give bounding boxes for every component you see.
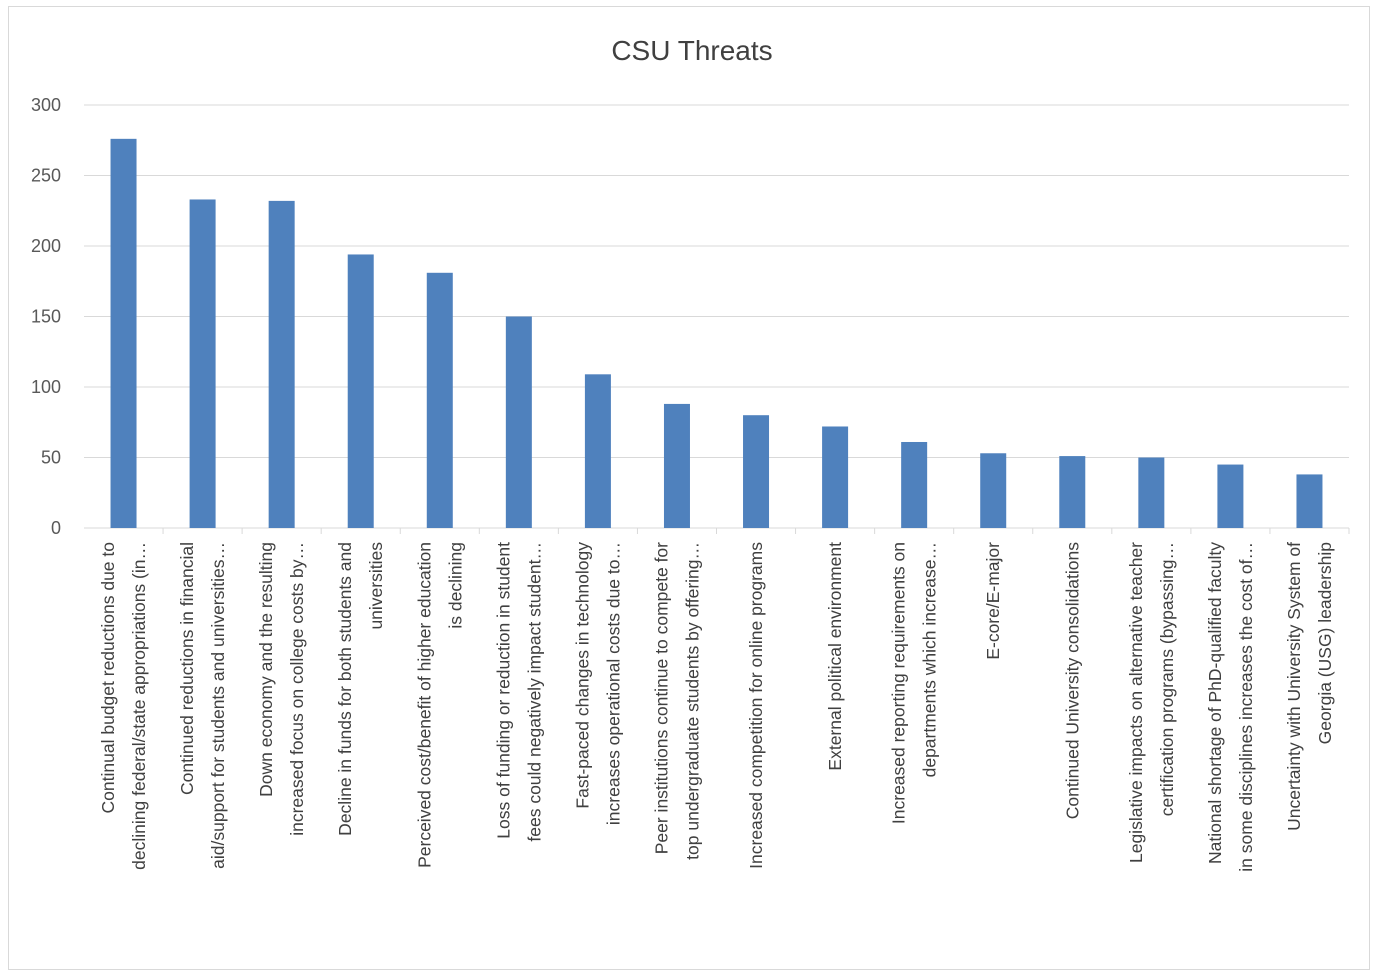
x-tick-label-line: Continued University consolidations	[1062, 542, 1082, 819]
x-tick-label: Perceived cost/benefit of higher educati…	[414, 542, 465, 868]
bar	[901, 441, 928, 528]
bar	[1059, 456, 1086, 528]
bar	[980, 453, 1007, 528]
x-tick-label-line: fees could negatively impact student…	[524, 542, 544, 842]
x-tick-label-line: departments which increase…	[920, 542, 940, 777]
x-tick-label: National shortage of PhD-qualified facul…	[1205, 542, 1256, 872]
x-tick-label-line: in some disciplines increases the cost o…	[1236, 542, 1256, 872]
bar	[743, 415, 770, 528]
x-tick-label: Continual budget reductions due to declin…	[98, 542, 149, 870]
x-tick-label: Uncertainty with University System of Geo…	[1284, 542, 1335, 831]
x-tick-label: Fast-paced changes in technology increase…	[572, 542, 623, 825]
x-tick-label-line: Fast-paced changes in technology	[572, 542, 592, 809]
x-tick-label-line: Uncertainty with University System of	[1284, 542, 1304, 831]
x-tick-label-line: Georgia (USG) leadership	[1315, 542, 1335, 744]
x-tick-label-line: Continual budget reductions due to	[98, 542, 118, 813]
x-tick-label-line: declining federal/state appropriations (…	[129, 542, 149, 870]
x-tick-label-line: certification programs (bypassing…	[1157, 542, 1177, 816]
bar	[426, 272, 453, 528]
bar	[1138, 457, 1165, 528]
x-tick-label-line: Increased reporting requirements on	[889, 542, 909, 824]
x-tick-label: Continued University consolidations	[1062, 542, 1082, 819]
y-tick-label: 250	[31, 166, 61, 186]
x-tick-label-line: increases operational costs due to…	[603, 542, 623, 825]
bar	[1217, 464, 1244, 528]
x-axis-labels: Continual budget reductions due to declin…	[98, 542, 1335, 872]
y-tick-label: 50	[41, 448, 61, 468]
gridlines	[84, 104, 1350, 534]
bar	[268, 200, 295, 528]
x-tick-label: Loss of funding or reduction in student f…	[493, 542, 544, 842]
x-tick-label-line: Increased competition for online program…	[746, 542, 766, 869]
y-tick-label: 0	[51, 518, 61, 538]
x-tick-label: Increased competition for online program…	[746, 542, 766, 869]
x-tick-label-line: universities	[366, 542, 386, 630]
bar	[347, 254, 374, 528]
bar	[663, 403, 690, 528]
chart-title: CSU Threats	[611, 35, 772, 66]
x-tick-label: Decline in funds for both students and un…	[335, 542, 386, 836]
y-tick-label: 150	[31, 307, 61, 327]
bar	[505, 316, 532, 528]
x-tick-label: Continued reductions in financial aid/sup…	[177, 542, 228, 869]
x-tick-label-line: Peer institutions continue to compete fo…	[651, 542, 671, 854]
bars	[110, 138, 1323, 528]
x-tick-label: Legislative impacts on alternative teach…	[1126, 542, 1177, 863]
x-tick-label: E-core/E-major	[983, 542, 1003, 660]
x-tick-label-line: increased focus on college costs by…	[287, 542, 307, 836]
x-tick-label-line: Down economy and the resulting	[256, 542, 276, 797]
x-tick-label: Peer institutions continue to compete fo…	[651, 542, 702, 860]
x-tick-label-line: External political environment	[825, 542, 845, 771]
x-tick-label-line: Loss of funding or reduction in student	[493, 542, 513, 839]
x-tick-label-line: top undergraduate students by offering…	[682, 542, 702, 860]
y-tick-label: 100	[31, 377, 61, 397]
x-tick-label: External political environment	[825, 542, 845, 771]
x-tick-label: Increased reporting requirements on depar…	[889, 542, 940, 824]
y-tick-label: 300	[31, 95, 61, 115]
x-tick-label-line: is declining	[445, 542, 465, 629]
x-tick-label-line: Legislative impacts on alternative teach…	[1126, 542, 1146, 863]
bar	[1296, 474, 1323, 528]
y-axis-ticks: 0 50 100 150 200 250 300	[31, 95, 61, 538]
x-tick-label-line: Decline in funds for both students and	[335, 542, 355, 836]
bar	[822, 426, 849, 528]
bar	[110, 138, 137, 528]
bar	[189, 199, 216, 528]
bar	[584, 374, 611, 528]
x-tick-label: Down economy and the resulting increased …	[256, 542, 307, 836]
x-tick-label-line: Continued reductions in financial	[177, 542, 197, 795]
x-tick-label-line: E-core/E-major	[983, 542, 1003, 660]
x-tick-label-line: aid/support for students and universitie…	[208, 542, 228, 869]
x-tick-label-line: Perceived cost/benefit of higher educati…	[414, 542, 434, 868]
y-tick-label: 200	[31, 236, 61, 256]
x-tick-label-line: National shortage of PhD-qualified facul…	[1205, 542, 1225, 864]
